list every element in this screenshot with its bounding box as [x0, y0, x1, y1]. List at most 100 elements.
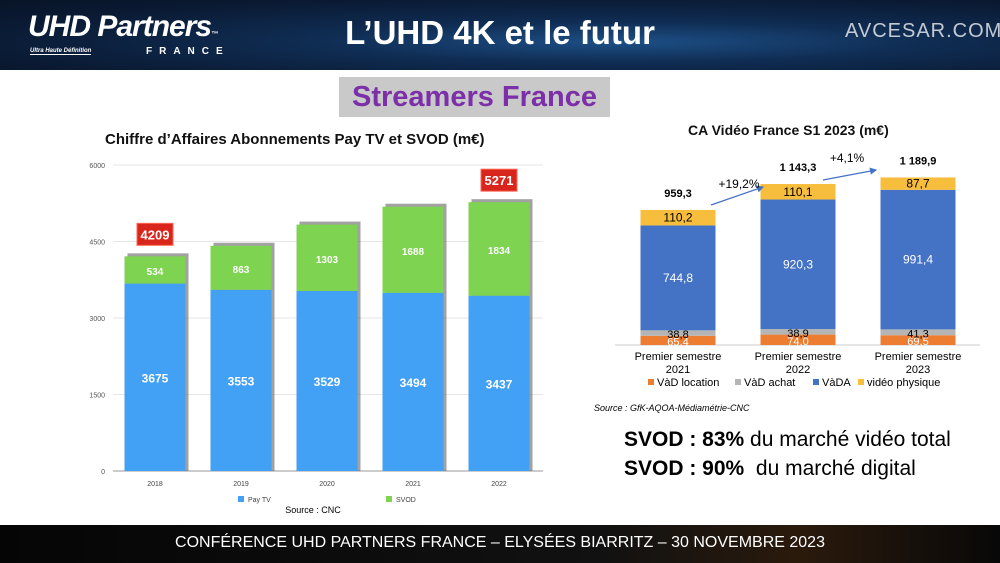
source-label: Source : GfK-AQOA-Médiamétrie-CNC [594, 403, 750, 413]
legend-swatch [648, 379, 654, 385]
category-label: 2021 [666, 364, 690, 376]
bar-value-label: 534 [147, 267, 164, 278]
bar-value-label: 1303 [316, 255, 339, 266]
category-label: 2022 [786, 364, 810, 376]
bar-svod [382, 206, 444, 293]
legend-label: VàD achat [744, 377, 795, 389]
bar-pay-tv [382, 292, 444, 471]
bar-value-label: 3529 [314, 375, 341, 389]
y-tick-label: 4500 [89, 240, 105, 247]
bar-value-label: 3553 [228, 374, 255, 388]
bar-value-label: 3437 [486, 377, 513, 391]
y-tick-label: 0 [101, 469, 105, 476]
note-text: du marché vidéo total [744, 428, 951, 451]
source-label: Source : CNC [285, 505, 341, 515]
x-tick-label: 2022 [491, 481, 507, 488]
total-highlight-label: 5271 [485, 173, 514, 188]
total-highlight-box [136, 222, 174, 246]
bar-svod [210, 245, 272, 290]
bar-svod [124, 256, 186, 284]
bar-svod [296, 224, 358, 292]
x-tick-label: 2020 [319, 481, 335, 488]
segment-value-label: 920,3 [783, 257, 813, 271]
bar-vidéo-physique [640, 209, 716, 226]
bar-vàda [640, 225, 716, 331]
footer: CONFÉRENCE UHD PARTNERS FRANCE – ELYSÉES… [0, 525, 1000, 563]
legend-label: VàDA [822, 377, 851, 389]
growth-label: +4,1% [830, 151, 865, 165]
bar-pay-tv [296, 291, 358, 471]
segment-value-label: 744,8 [663, 271, 693, 285]
y-tick-label: 6000 [89, 163, 105, 170]
segment-value-label: 87,7 [906, 177, 930, 191]
category-label: 2023 [906, 364, 930, 376]
total-label: 1 143,3 [780, 162, 817, 174]
bar-svod [468, 202, 530, 296]
bar-vàd-achat [760, 329, 836, 335]
bar-pay-tv [210, 289, 272, 471]
bar-vàda [760, 199, 836, 330]
segment-value-label: 38,9 [787, 328, 808, 340]
category-label: Premier semestre [755, 351, 842, 363]
legend-swatch [238, 496, 244, 502]
note-svod-total: SVOD : 83% du marché vidéo total [624, 428, 951, 452]
left-chart-title: Chiffre d’Affaires Abonnements Pay TV et… [105, 131, 485, 148]
bar-vàd-location [760, 334, 836, 345]
bar-value-label: 3675 [142, 371, 169, 385]
y-tick-label: 3000 [89, 316, 105, 323]
growth-label: +19,2% [718, 177, 759, 191]
category-label: Premier semestre [875, 351, 962, 363]
growth-arrow [710, 185, 765, 206]
section-subtitle: Streamers France [339, 77, 610, 117]
logo-country: FRANCE [146, 46, 230, 57]
bar-vàda [880, 189, 956, 330]
slide-title: L’UHD 4K et le futur [345, 14, 655, 51]
bar-vàd-achat [640, 330, 716, 336]
y-tick-label: 1500 [89, 393, 105, 400]
logo-tm: ™ [211, 31, 219, 38]
watermark: AVCESAR.COM [845, 20, 1000, 42]
bar-vàd-achat [880, 329, 956, 336]
bar-value-label: 3494 [400, 376, 427, 390]
bar-vàd-location [640, 335, 716, 345]
segment-value-label: 41,3 [907, 328, 928, 340]
category-label: Premier semestre [635, 351, 722, 363]
segment-value-label: 65,4 [667, 336, 688, 348]
total-highlight-label: 4209 [141, 227, 170, 242]
legend-swatch [386, 496, 392, 502]
segment-value-label: 991,4 [903, 253, 933, 267]
legend-label: Pay TV [248, 497, 271, 504]
header: UHD Partners™ Ultra Haute Définition FRA… [0, 0, 1000, 70]
legend-label: vidéo physique [867, 377, 940, 389]
legend-label: SVOD [396, 497, 416, 504]
bar-value-label: 1688 [402, 247, 425, 258]
legend-label: VàD location [657, 377, 719, 389]
total-label: 1 189,9 [900, 155, 937, 167]
x-tick-label: 2019 [233, 481, 249, 488]
right-chart-title: CA Vidéo France S1 2023 (m€) [688, 122, 889, 138]
total-highlight-box [480, 168, 518, 192]
total-label: 959,3 [664, 188, 692, 200]
bar-vidéo-physique [760, 184, 836, 200]
x-tick-label: 2021 [405, 481, 421, 488]
bar-vàd-location [880, 335, 956, 345]
note-text: du marché digital [744, 457, 916, 480]
note-bold: SVOD : 90% [624, 457, 745, 480]
bar-value-label: 863 [233, 265, 250, 276]
legend-swatch [735, 379, 741, 385]
segment-value-label: 110,2 [663, 211, 692, 225]
logo-tagline: Ultra Haute Définition [30, 48, 92, 55]
legend-swatch [813, 379, 819, 385]
bar-vidéo-physique [880, 177, 956, 190]
legend-swatch [858, 379, 864, 385]
bar-value-label: 1834 [488, 246, 511, 257]
segment-value-label: 74,0 [787, 336, 808, 348]
bar-pay-tv [468, 295, 530, 471]
segment-value-label: 110,1 [783, 185, 812, 199]
note-bold: SVOD : 83% [624, 428, 745, 451]
segment-value-label: 38,8 [667, 329, 688, 341]
logo-text: UHD Partners [28, 10, 212, 43]
uhd-partners-logo: UHD Partners™ Ultra Haute Définition FRA… [28, 10, 223, 57]
growth-arrow [822, 167, 878, 181]
